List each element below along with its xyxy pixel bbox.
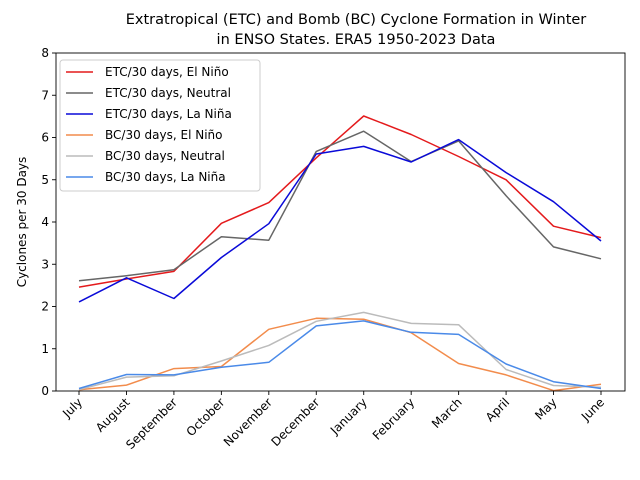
series-line-5 xyxy=(78,311,602,391)
legend-entry-label: BC/30 days, Neutral xyxy=(105,149,225,163)
y-tick-label: 7 xyxy=(41,88,49,102)
y-tick-label: 4 xyxy=(41,215,49,229)
chart-title-line-2: in ENSO States. ERA5 1950-2023 Data xyxy=(217,32,496,48)
x-tick-label: January xyxy=(327,395,370,438)
series-line-2 xyxy=(78,130,602,282)
series-line-4 xyxy=(78,317,602,392)
legend-entry-label: BC/30 days, La Niña xyxy=(105,170,226,184)
y-tick-label: 8 xyxy=(41,46,49,60)
chart-title-line-1: Extratropical (ETC) and Bomb (BC) Cyclon… xyxy=(126,12,587,28)
x-tick-label: June xyxy=(578,395,607,424)
legend-entry-label: BC/30 days, El Niño xyxy=(105,128,222,142)
legend-box xyxy=(59,59,261,192)
y-tick-label: 1 xyxy=(41,342,49,356)
legend-entry-label: ETC/30 days, Neutral xyxy=(105,86,231,100)
y-tick-label: 3 xyxy=(41,257,49,271)
x-tick-label: September xyxy=(123,395,180,452)
series-line-1 xyxy=(78,115,602,288)
y-tick-label: 0 xyxy=(41,384,49,398)
legend-entry-label: ETC/30 days, La Niña xyxy=(105,107,232,121)
x-tick-label: March xyxy=(429,395,465,431)
x-tick-label: July xyxy=(59,395,85,421)
x-tick-label: November xyxy=(221,395,275,449)
y-tick-label: 6 xyxy=(41,131,49,145)
legend: ETC/30 days, El Niño ETC/30 days, Neutral… xyxy=(59,59,261,192)
x-tick-label: October xyxy=(184,395,228,439)
series-line-3 xyxy=(78,138,602,303)
x-tick-label: May xyxy=(532,395,559,422)
x-tick-label: December xyxy=(268,395,322,449)
legend-entry-label: ETC/30 days, El Niño xyxy=(105,65,229,79)
y-axis-label: Cyclones per 30 Days xyxy=(15,157,29,288)
y-tick-label: 2 xyxy=(41,300,49,314)
x-tick-label: April xyxy=(483,395,512,424)
series-line-6 xyxy=(78,320,602,390)
x-tick-label: February xyxy=(370,395,418,443)
y-tick-label: 5 xyxy=(41,173,49,187)
x-tick-label: August xyxy=(93,395,133,435)
